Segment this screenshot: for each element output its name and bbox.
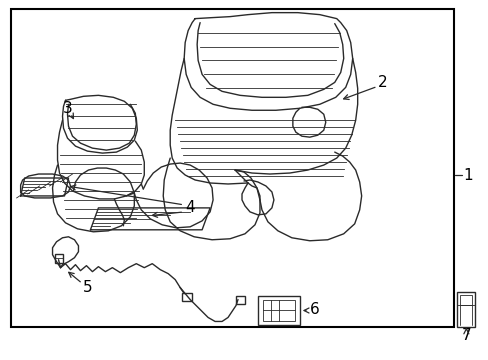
Bar xyxy=(236,296,244,303)
Text: 3: 3 xyxy=(62,101,72,116)
FancyBboxPatch shape xyxy=(258,296,299,325)
Bar xyxy=(11,9,453,328)
Text: 4: 4 xyxy=(185,201,194,215)
Bar xyxy=(55,254,62,263)
Bar xyxy=(182,293,192,301)
Bar xyxy=(263,300,294,321)
Bar xyxy=(459,294,471,305)
Text: 1: 1 xyxy=(463,167,472,183)
Text: 6: 6 xyxy=(309,302,319,317)
Text: 2: 2 xyxy=(377,75,386,90)
Text: 5: 5 xyxy=(82,280,92,295)
Bar xyxy=(456,292,474,328)
Text: 7: 7 xyxy=(461,328,470,343)
